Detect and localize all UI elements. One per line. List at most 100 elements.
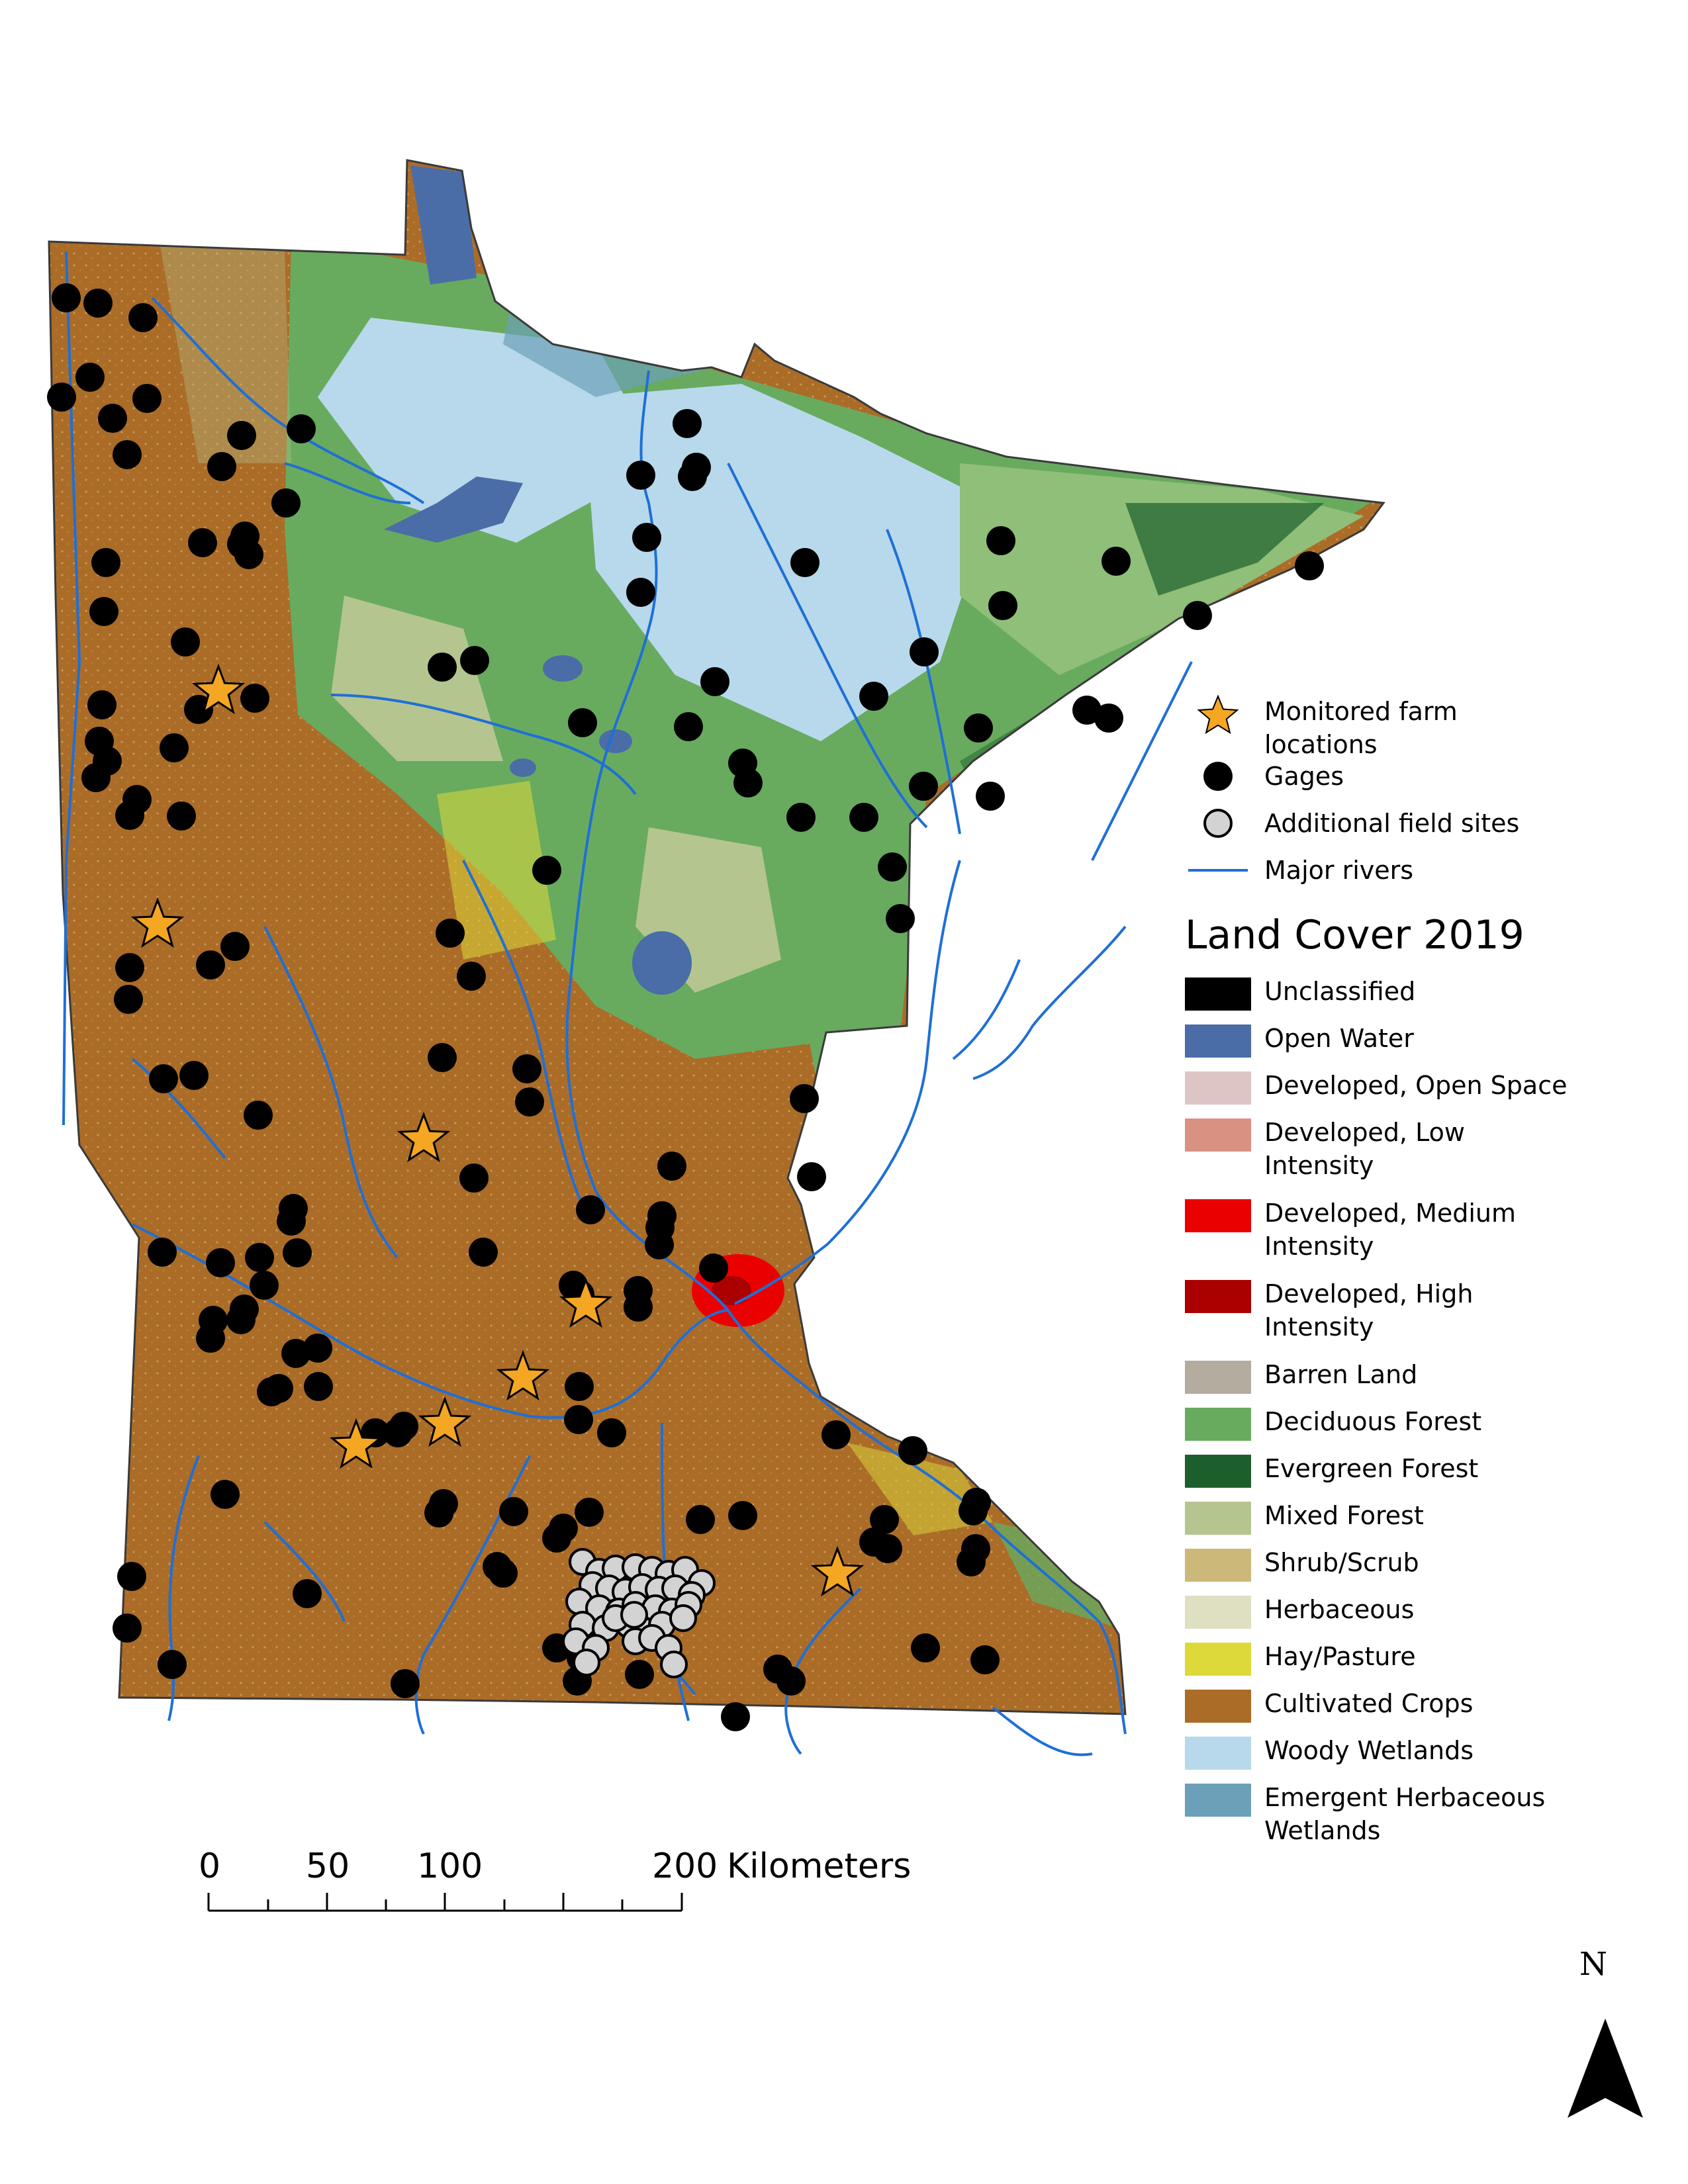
gage-point — [211, 1480, 240, 1509]
scale-tick-50: 50 — [306, 1846, 350, 1886]
gage-point — [645, 1230, 674, 1259]
land-cover-class-10: Shrub/Scrub — [1185, 1546, 1648, 1593]
gage-point — [52, 283, 81, 312]
gage-point — [98, 404, 127, 433]
land-cover-label-line2: Intensity — [1264, 1312, 1374, 1342]
land-cover-swatch — [1185, 1199, 1251, 1232]
land-cover-label-line2: Intensity — [1264, 1151, 1374, 1180]
legend-farm-label-line1: Monitored farm — [1264, 697, 1458, 726]
gage-point — [1183, 601, 1212, 630]
gage-point — [206, 1248, 235, 1277]
land-cover-class-13: Cultivated Crops — [1185, 1687, 1648, 1734]
land-cover-class-4: Developed, Medium Intensity — [1185, 1197, 1648, 1277]
gage-point — [988, 591, 1017, 620]
scale-unit: Kilometers — [727, 1846, 912, 1886]
gage-point — [512, 1054, 541, 1083]
land-cover-label: Woody Wetlands — [1264, 1736, 1474, 1765]
land-cover-label: Mixed Forest — [1264, 1501, 1424, 1530]
legend-field-sites: Additional field sites — [1185, 807, 1648, 854]
gage-point — [304, 1372, 333, 1401]
land-cover-swatch — [1185, 1502, 1251, 1535]
land-cover-class-11: Herbaceous — [1185, 1593, 1648, 1640]
gage-point — [626, 461, 655, 490]
gage-point — [117, 1562, 146, 1591]
legend-farm: Monitored farm locations — [1185, 694, 1648, 760]
land-cover-class-14: Woody Wetlands — [1185, 1734, 1648, 1781]
gage-point — [469, 1238, 498, 1267]
gage-point — [240, 684, 269, 713]
gage-point — [83, 289, 113, 318]
gage-point — [657, 1152, 686, 1181]
gage-point — [786, 803, 816, 832]
land-cover-swatch — [1185, 1408, 1251, 1441]
gage-point — [457, 962, 486, 991]
gage-point — [728, 1501, 757, 1530]
gage-point — [436, 919, 465, 948]
gage-point — [1295, 551, 1324, 580]
field-site-points — [562, 1548, 716, 1678]
gage-point — [959, 1496, 988, 1525]
gage-point — [234, 540, 263, 569]
land-cover-classes: Unclassified Open Water Developed, Open Sp… — [1185, 975, 1648, 1862]
gage-point — [624, 1293, 653, 1322]
gage-point — [776, 1666, 806, 1696]
gage-point — [281, 1339, 310, 1368]
gage-point — [158, 1650, 187, 1679]
gage-point — [188, 528, 217, 557]
gage-point — [910, 637, 939, 666]
gage-dot-icon — [1203, 762, 1233, 791]
land-cover-class-3: Developed, Low Intensity — [1185, 1116, 1648, 1197]
gage-point — [797, 1162, 826, 1191]
land-cover-class-5: Developed, High Intensity — [1185, 1277, 1648, 1358]
field-site-point — [573, 1649, 600, 1676]
gage-point — [576, 1195, 605, 1224]
gage-point — [207, 452, 236, 481]
gage-point — [532, 856, 561, 885]
gage-point — [89, 597, 118, 626]
gage-point — [515, 1087, 544, 1116]
field-site-point — [669, 1604, 697, 1632]
land-cover-class-15: Emergent Herbaceous Wetlands — [1185, 1781, 1648, 1862]
gage-point — [700, 667, 729, 696]
gage-point — [957, 1547, 986, 1576]
gage-point — [564, 1405, 593, 1434]
gage-point — [196, 1324, 225, 1353]
gage-point — [115, 953, 144, 982]
land-cover-swatch — [1185, 1549, 1251, 1582]
land-cover-swatch — [1185, 1361, 1251, 1394]
land-cover-class-0: Unclassified — [1185, 975, 1648, 1022]
gage-point — [287, 414, 316, 443]
gage-point — [625, 1660, 654, 1689]
farm-star — [810, 1545, 865, 1597]
gage-point — [568, 708, 597, 737]
gage-point — [1094, 704, 1123, 733]
land-cover-swatch — [1185, 978, 1251, 1011]
gage-point — [149, 1064, 178, 1093]
land-cover-class-1: Open Water — [1185, 1022, 1648, 1069]
land-cover-swatch — [1185, 1280, 1251, 1313]
gage-point — [113, 440, 142, 469]
land-cover-swatch — [1185, 1596, 1251, 1629]
gage-point — [47, 383, 76, 412]
gage-point — [115, 801, 144, 830]
gage-point — [970, 1645, 1000, 1674]
land-cover-label: Shrub/Scrub — [1264, 1548, 1419, 1577]
gage-point — [647, 1201, 677, 1230]
gage-point — [167, 801, 196, 831]
gage-point — [277, 1206, 306, 1236]
land-cover-label: Evergreen Forest — [1264, 1454, 1479, 1483]
gage-point — [389, 1412, 418, 1441]
gage-point — [391, 1669, 420, 1698]
land-cover-swatch — [1185, 1737, 1251, 1770]
land-cover-label: Unclassified — [1264, 977, 1416, 1006]
gage-point — [245, 1243, 274, 1272]
land-cover-label: Herbaceous — [1264, 1595, 1415, 1624]
gage-point — [499, 1497, 528, 1526]
land-cover-class-7: Deciduous Forest — [1185, 1405, 1648, 1452]
land-cover-label: Developed, Low — [1264, 1118, 1465, 1147]
gage-point — [673, 409, 702, 438]
land-cover-label-line2: Wetlands — [1264, 1816, 1381, 1845]
river-line-icon — [1188, 869, 1248, 872]
gage-point — [626, 578, 655, 607]
gage-point — [674, 712, 703, 741]
